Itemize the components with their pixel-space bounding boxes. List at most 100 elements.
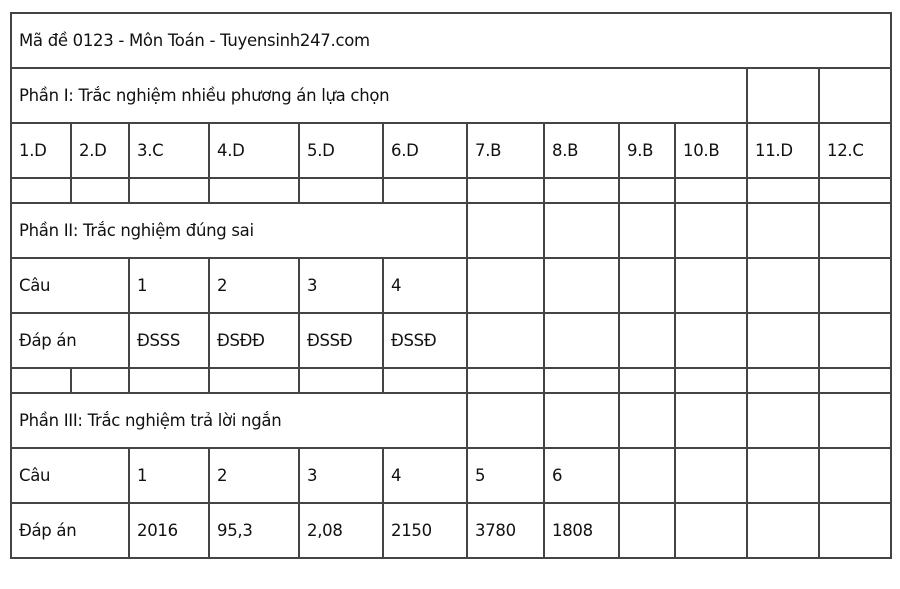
empty-cell [746, 312, 820, 369]
table-cell: Đáp án [10, 312, 130, 369]
table-cell: 2,08 [298, 502, 384, 559]
table-cell: Phần I: Trắc nghiệm nhiều phương án lựa … [10, 67, 748, 124]
answer-key-table: Mã đề 0123 - Môn Toán - Tuyensinh247.com… [9, 12, 893, 559]
empty-cell [746, 502, 820, 559]
table-row-thin [10, 367, 893, 394]
empty-cell [674, 367, 748, 394]
empty-cell [674, 447, 748, 504]
empty-cell [466, 367, 545, 394]
table-row-thin [10, 177, 893, 204]
table-body: Mã đề 0123 - Môn Toán - Tuyensinh247.com… [9, 12, 893, 559]
table-cell: 3780 [466, 502, 545, 559]
table-cell: 4 [382, 257, 468, 314]
table-cell: 5 [466, 447, 545, 504]
table-row-answers: 1.D 2.D 3.C 4.D 5.D 6.D 7.B 8.B 9.B 10.B 11.D 12.C [10, 122, 893, 179]
table-row-section: Phần III: Trắc nghiệm trả lời ngắn [10, 392, 893, 449]
table-cell: 3 [298, 447, 384, 504]
empty-cell [208, 177, 300, 204]
table-cell: 3.C [128, 122, 210, 179]
table-cell: ĐSSĐ [298, 312, 384, 369]
table-cell: 1 [128, 447, 210, 504]
empty-cell [466, 392, 545, 449]
empty-cell [543, 367, 620, 394]
table-row-question: Câu 1 2 3 4 [10, 257, 893, 314]
empty-cell [618, 177, 676, 204]
empty-cell [543, 177, 620, 204]
empty-cell [382, 367, 468, 394]
empty-cell [466, 177, 545, 204]
empty-cell [817, 202, 893, 259]
empty-cell [674, 202, 748, 259]
empty-cell [817, 312, 893, 369]
table-row-answer: Đáp án 2016 95,3 2,08 2150 3780 1808 [10, 502, 893, 559]
table-row-question: Câu 1 2 3 4 5 6 [10, 447, 893, 504]
empty-cell [746, 447, 820, 504]
table-cell: 7.B [466, 122, 545, 179]
empty-cell [817, 392, 893, 449]
empty-cell [817, 257, 893, 314]
empty-cell [618, 502, 676, 559]
empty-cell [674, 392, 748, 449]
table-cell: 1.D [10, 122, 72, 179]
empty-cell [70, 177, 130, 204]
empty-cell [128, 367, 210, 394]
empty-cell [618, 367, 676, 394]
empty-cell [618, 202, 676, 259]
empty-cell [674, 177, 748, 204]
empty-cell [298, 367, 384, 394]
table-cell: 11.D [746, 122, 820, 179]
empty-cell [208, 367, 300, 394]
table-cell: 2 [208, 447, 300, 504]
table-cell: ĐSSĐ [382, 312, 468, 369]
empty-cell [466, 257, 545, 314]
table-cell: 4.D [208, 122, 300, 179]
empty-cell [298, 177, 384, 204]
empty-cell [746, 202, 820, 259]
table-cell: 6 [543, 447, 620, 504]
empty-cell [674, 257, 748, 314]
empty-cell [746, 367, 820, 394]
table-cell: 3 [298, 257, 384, 314]
table-cell: 8.B [543, 122, 620, 179]
empty-cell [618, 392, 676, 449]
table-cell: Đáp án [10, 502, 130, 559]
table-cell: ĐSSS [128, 312, 210, 369]
empty-cell [817, 447, 893, 504]
empty-cell [382, 177, 468, 204]
empty-cell [674, 312, 748, 369]
empty-cell [10, 367, 72, 394]
empty-cell [543, 392, 620, 449]
table-cell: 6.D [382, 122, 468, 179]
empty-cell [817, 177, 893, 204]
empty-cell [674, 502, 748, 559]
empty-cell [618, 312, 676, 369]
empty-cell [817, 502, 893, 559]
table-row-title: Mã đề 0123 - Môn Toán - Tuyensinh247.com [9, 12, 893, 69]
empty-cell [128, 177, 210, 204]
table-cell: 2016 [128, 502, 210, 559]
empty-cell [618, 257, 676, 314]
empty-cell [543, 257, 620, 314]
table-cell: 12.C [817, 122, 893, 179]
table-cell: 9.B [618, 122, 676, 179]
table-cell: Câu [10, 447, 130, 504]
table-row-section: Phần II: Trắc nghiệm đúng sai [10, 202, 893, 259]
table-row-answer: Đáp án ĐSSS ĐSĐĐ ĐSSĐ ĐSSĐ [10, 312, 893, 369]
table-cell: ĐSĐĐ [208, 312, 300, 369]
table-cell: 2150 [382, 502, 468, 559]
table-cell: 1808 [543, 502, 620, 559]
empty-cell [10, 177, 72, 204]
empty-cell [543, 312, 620, 369]
empty-cell [746, 67, 820, 124]
table-cell: 4 [382, 447, 468, 504]
empty-cell [817, 67, 893, 124]
empty-cell [746, 177, 820, 204]
empty-cell [817, 367, 893, 394]
table-cell: Câu [10, 257, 130, 314]
table-cell: 2.D [70, 122, 130, 179]
table-cell: 2 [208, 257, 300, 314]
empty-cell [746, 392, 820, 449]
table-cell: Phần II: Trắc nghiệm đúng sai [10, 202, 468, 259]
table-cell: 10.B [674, 122, 748, 179]
empty-cell [466, 202, 545, 259]
